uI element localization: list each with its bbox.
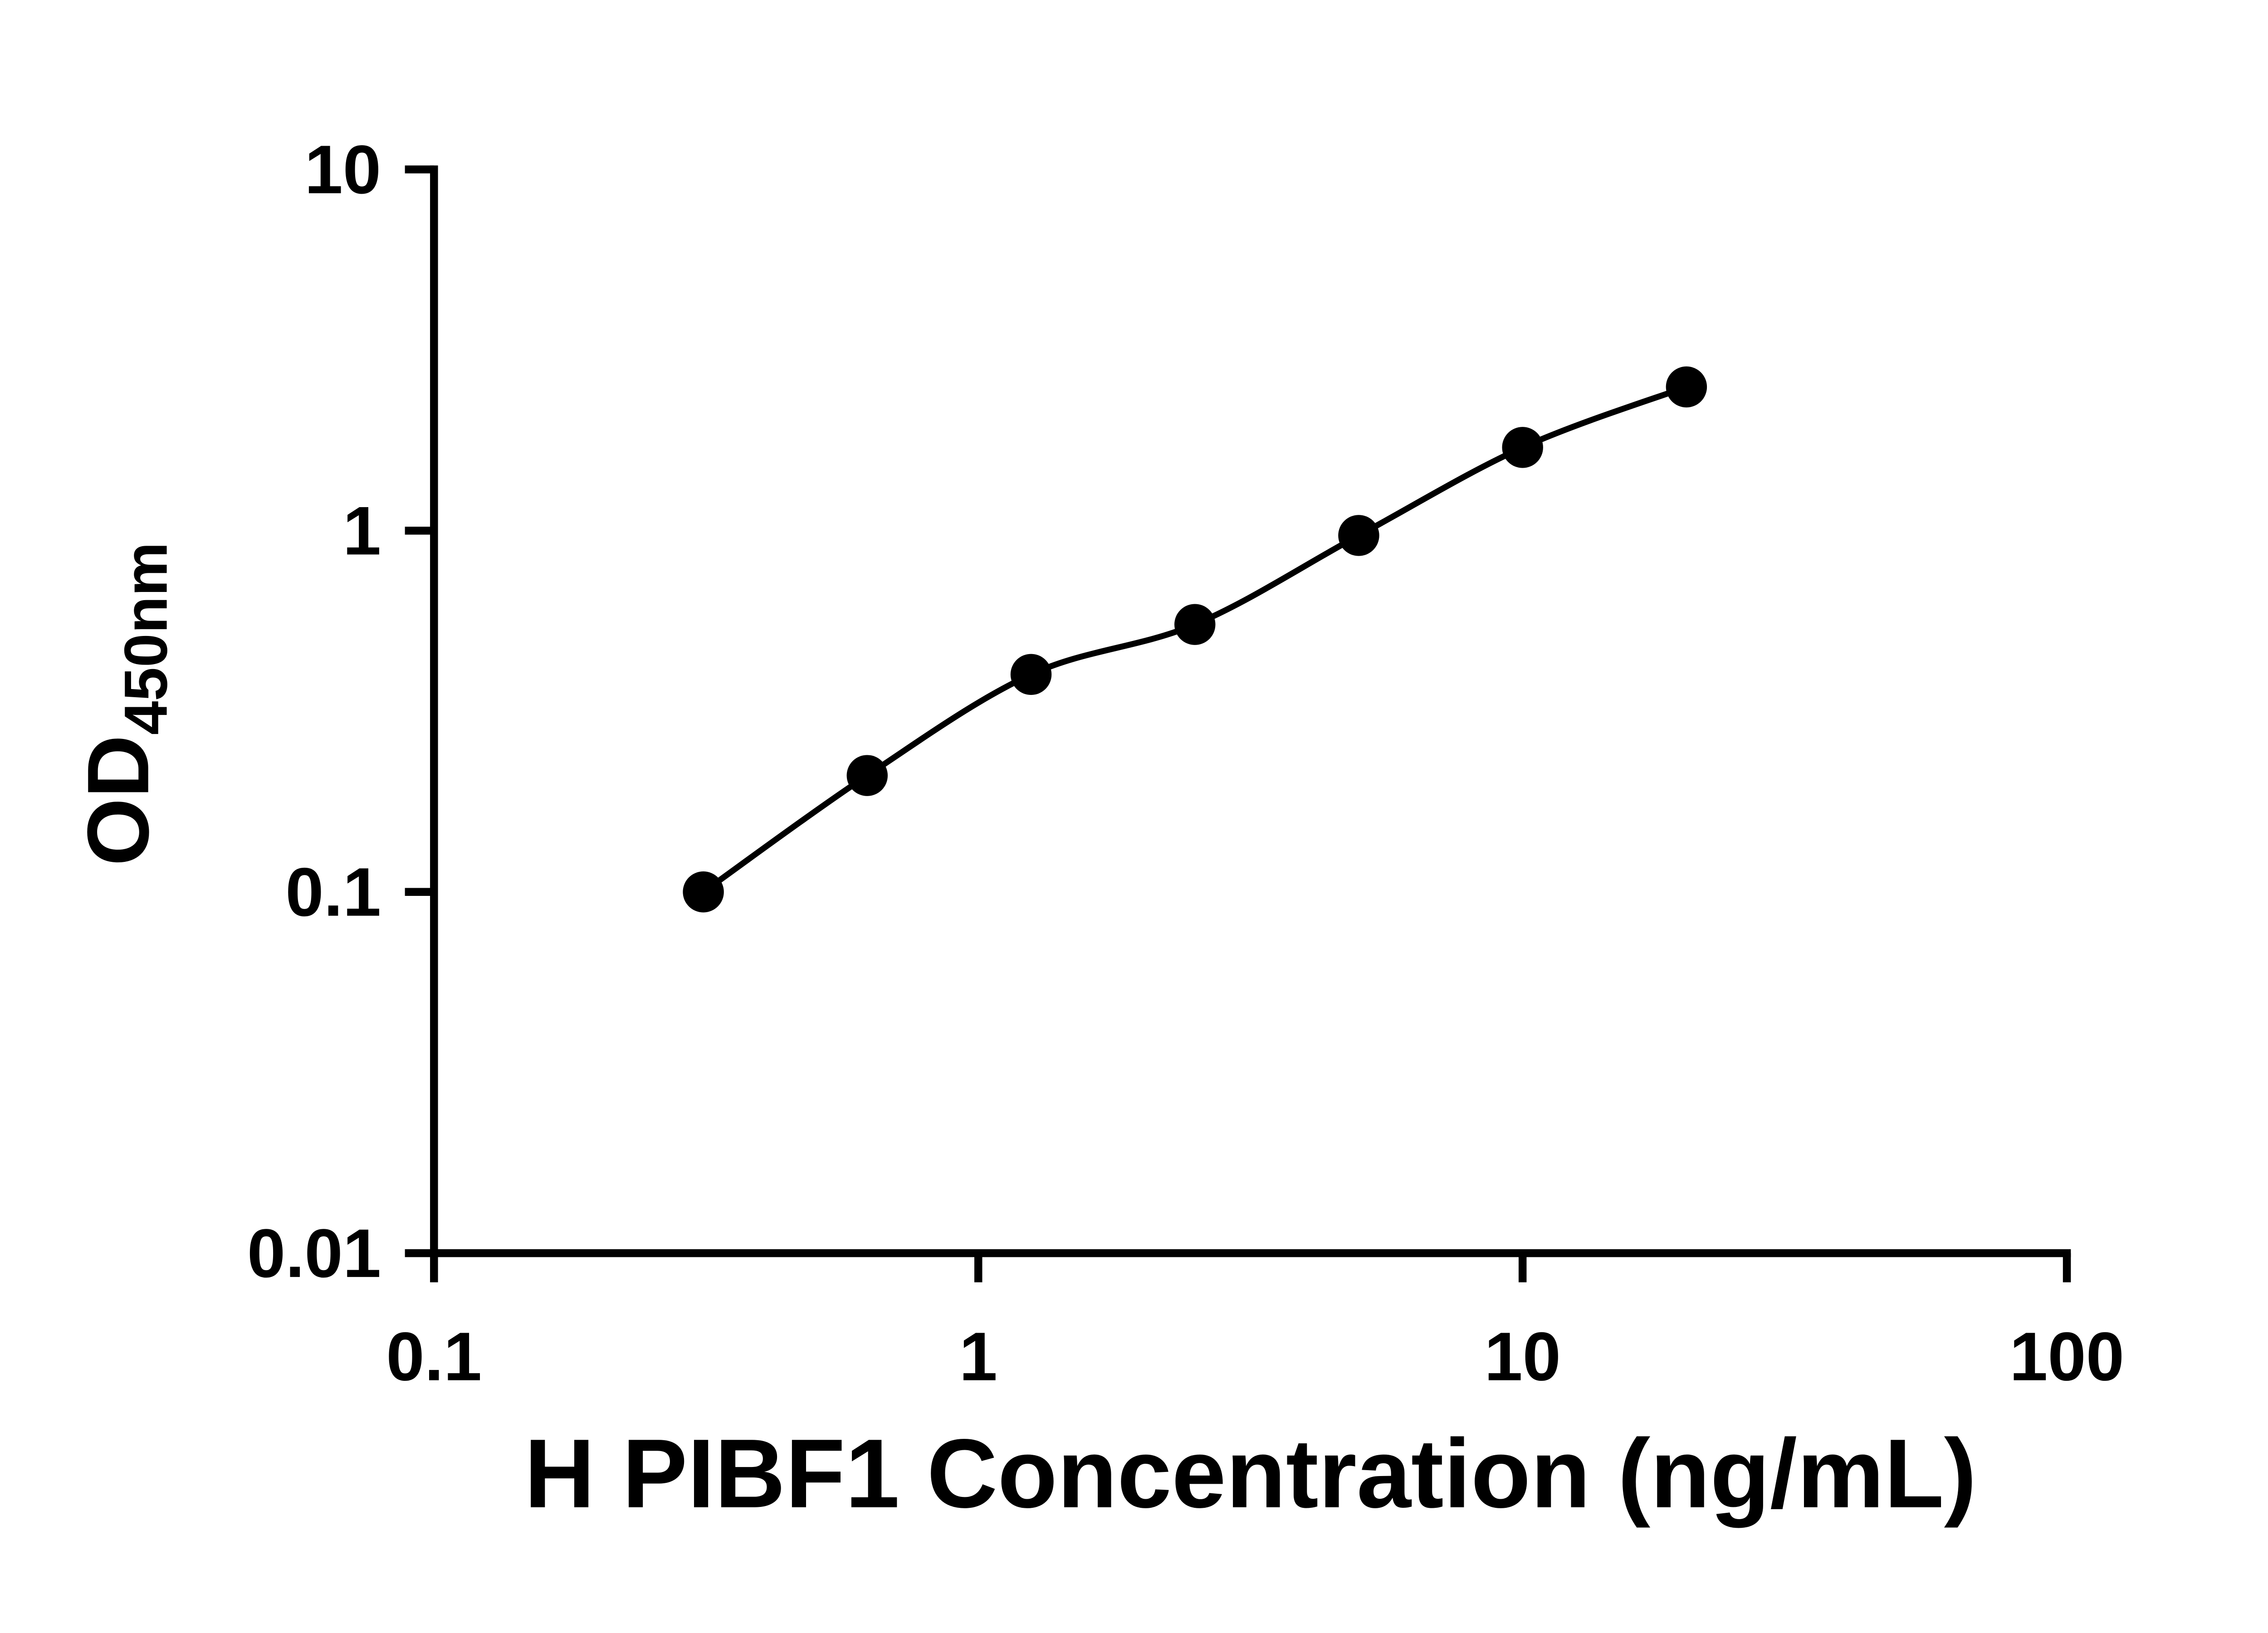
- axis-lines: [430, 165, 2071, 1257]
- series-group: [683, 366, 1707, 913]
- axes-group: [430, 165, 2071, 1257]
- x-tick-label: 100: [2009, 1319, 2124, 1395]
- ticks-group: [405, 165, 2071, 1282]
- data-point-marker: [683, 871, 724, 913]
- y-axis-title-main: OD: [69, 735, 167, 866]
- y-tick-label: 0.01: [247, 1215, 381, 1292]
- x-tick-label: 10: [1484, 1319, 1561, 1395]
- data-point-marker: [846, 755, 888, 796]
- y-tick-label: 0.1: [285, 854, 381, 931]
- y-axis-title-sub: 450nm: [112, 542, 180, 735]
- y-axis-title: OD450nm: [69, 542, 180, 866]
- x-axis-title: H PIBF1 Concentration (ng/mL): [524, 1419, 1977, 1528]
- data-point-marker: [1338, 515, 1379, 556]
- data-point-marker: [1666, 366, 1707, 408]
- x-tick-label: 1: [959, 1319, 997, 1395]
- y-tick-label: 10: [304, 132, 381, 208]
- data-point-marker: [1010, 654, 1052, 695]
- data-point-marker: [1502, 427, 1543, 468]
- y-tick-label: 1: [343, 493, 381, 569]
- data-point-marker: [1174, 604, 1216, 645]
- x-tick-label: 0.1: [386, 1319, 482, 1395]
